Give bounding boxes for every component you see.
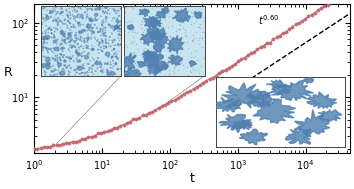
Y-axis label: R: R (4, 66, 13, 79)
X-axis label: t: t (190, 172, 194, 185)
Text: $t^{0.60}$: $t^{0.60}$ (258, 13, 280, 27)
